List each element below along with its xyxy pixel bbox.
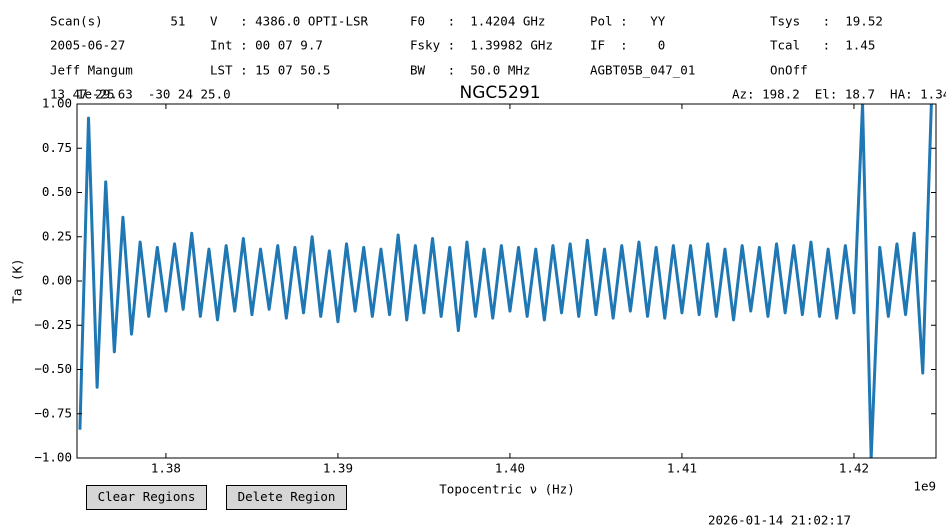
button-label[interactable]: Clear Regions bbox=[98, 489, 196, 504]
y-tick-label: −0.50 bbox=[34, 361, 72, 376]
header-field: 2005-06-27 bbox=[50, 38, 125, 53]
header-field: F0 : 1.4204 GHz bbox=[410, 14, 545, 29]
clear-regions-button[interactable]: Clear Regions bbox=[86, 485, 207, 510]
y-tick-label: −0.25 bbox=[34, 317, 72, 332]
y-tick-label: 0.25 bbox=[42, 228, 72, 243]
x-offset: 1e9 bbox=[913, 479, 936, 494]
header-field: Int : 00 07 9.7 bbox=[210, 38, 323, 53]
y-tick-label: 0.50 bbox=[42, 184, 72, 199]
y-tick-label: 0.75 bbox=[42, 140, 72, 155]
y-tick-label: −1.00 bbox=[34, 450, 72, 465]
timestamp: 2026-01-14 21:02:17 bbox=[708, 513, 851, 528]
y-tick-label: 0.00 bbox=[42, 273, 72, 288]
plot-area: 1.00 0.75 0.50 0.25 0.00 −0.25 −0.50 −0.75 −1.00… bbox=[34, 96, 937, 476]
x-tick-label: 1.41 bbox=[667, 461, 697, 476]
button-label[interactable]: Delete Region bbox=[238, 489, 336, 504]
header-field: Scan(s) 51 bbox=[50, 14, 185, 29]
x-tick-label: 1.40 bbox=[495, 461, 525, 476]
x-tick-label: 1.42 bbox=[839, 461, 869, 476]
spectrum-line bbox=[78, 104, 933, 458]
x-axis-label: Topocentric ν (Hz) bbox=[439, 482, 574, 497]
chart-title: NGC5291 bbox=[459, 83, 540, 103]
header-field: Pol : YY bbox=[590, 14, 666, 29]
x-tick-label: 1.38 bbox=[151, 461, 181, 476]
header-field: OnOff bbox=[770, 63, 808, 78]
header-field: V : 4386.0 OPTI-LSR bbox=[210, 14, 369, 29]
x-tick-label: 1.39 bbox=[323, 461, 353, 476]
top-offset: 1e-25 bbox=[77, 87, 115, 102]
y-tick-label: 1.00 bbox=[42, 96, 72, 111]
y-axis-label: Ta (K) bbox=[10, 258, 25, 303]
header-field: Tcal : 1.45 bbox=[770, 38, 875, 53]
header-field: BW : 50.0 MHz bbox=[410, 63, 530, 78]
y-tick-label: −0.75 bbox=[34, 405, 72, 420]
header-field: Fsky : 1.39982 GHz bbox=[410, 38, 553, 53]
header-field: Tsys : 19.52 bbox=[770, 14, 883, 29]
pointing: Az: 198.2 El: 18.7 HA: 1.34 bbox=[732, 87, 946, 102]
header-field: IF : 0 bbox=[590, 38, 665, 53]
header-field: AGBT05B_047_01 bbox=[590, 63, 695, 78]
delete-region-button[interactable]: Delete Region bbox=[226, 485, 347, 510]
header-field: LST : 15 07 50.5 bbox=[210, 63, 330, 78]
button-frame[interactable] bbox=[86, 485, 207, 510]
position: 13 47 29.63 -30 24 25.0 bbox=[50, 87, 231, 102]
button-frame[interactable] bbox=[226, 485, 347, 510]
header-field: Jeff Mangum bbox=[50, 63, 133, 78]
